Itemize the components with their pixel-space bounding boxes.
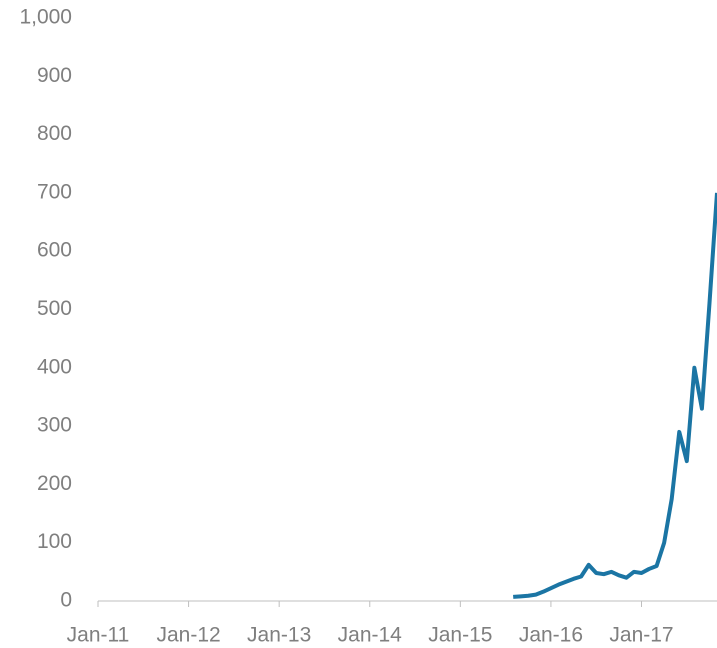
y-tick-label: 100 bbox=[37, 530, 72, 553]
y-tick-label: 900 bbox=[37, 64, 72, 87]
y-tick-label: 700 bbox=[37, 180, 72, 203]
y-tick-label: 1,000 bbox=[19, 6, 72, 29]
y-tick-label: 200 bbox=[37, 472, 72, 495]
y-tick-label: 600 bbox=[37, 239, 72, 262]
x-tick-label: Jan-13 bbox=[247, 624, 311, 647]
y-tick-label: 400 bbox=[37, 355, 72, 378]
y-tick-label: 0 bbox=[60, 589, 72, 612]
y-tick-label: 800 bbox=[37, 122, 72, 145]
x-tick-label: Jan-11 bbox=[67, 624, 130, 647]
x-tick-label: Jan-14 bbox=[338, 624, 403, 647]
x-tick-label: Jan-16 bbox=[519, 624, 583, 647]
y-tick-label: 300 bbox=[37, 414, 72, 437]
x-tick-label: Jan-12 bbox=[156, 624, 220, 647]
x-tick-label: Jan-15 bbox=[428, 624, 492, 647]
x-tick-label: Jan-17 bbox=[609, 624, 673, 647]
line bbox=[513, 192, 717, 599]
y-tick-label: 500 bbox=[37, 297, 72, 320]
